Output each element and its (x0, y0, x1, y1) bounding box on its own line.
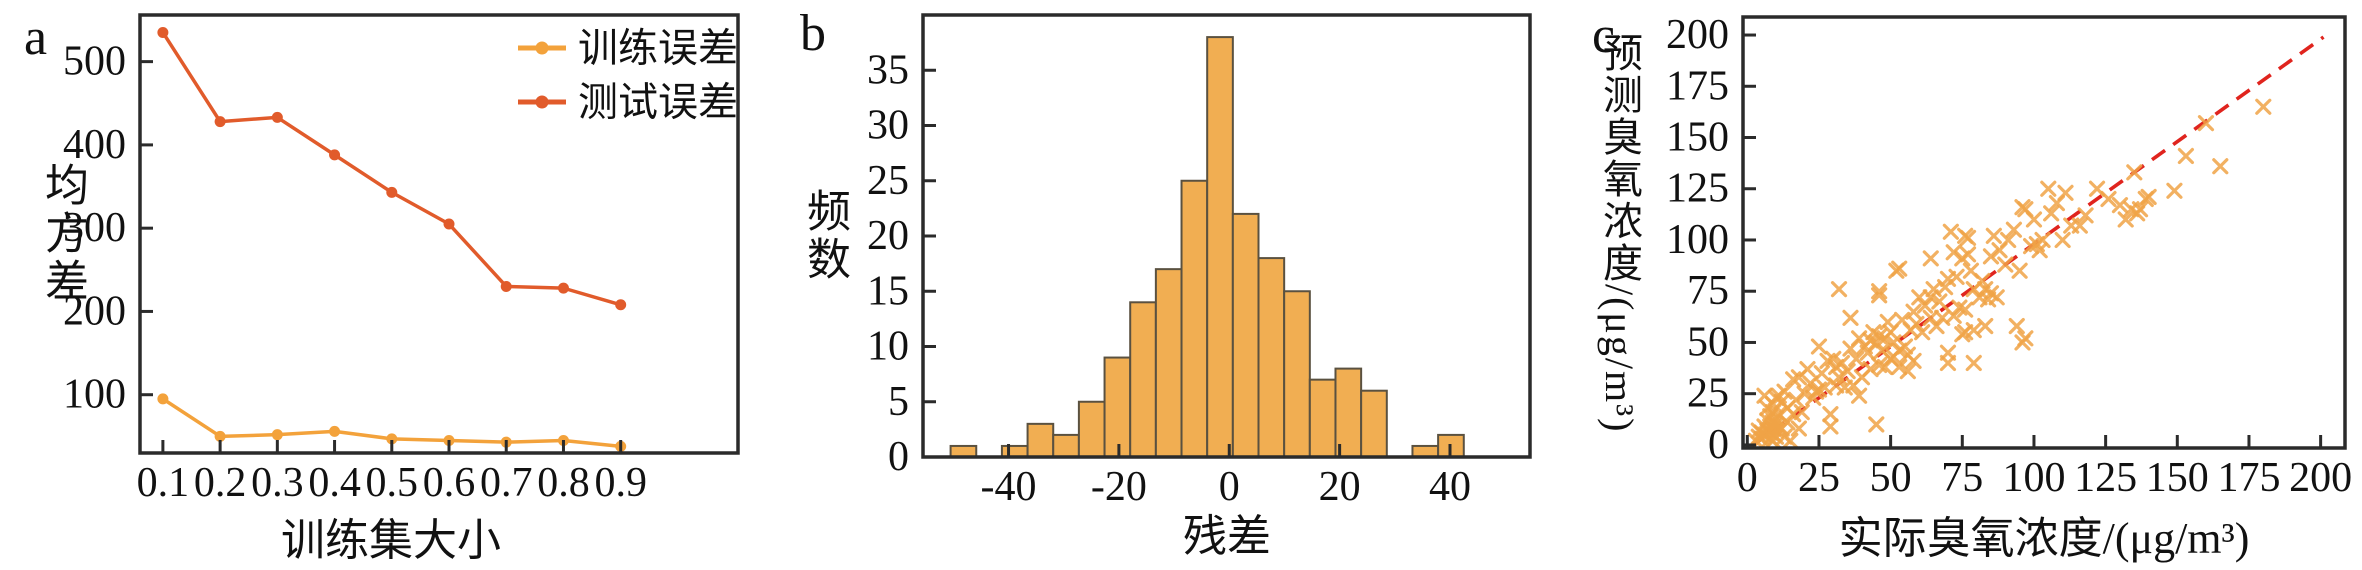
y-axis-label-c: 预测臭氧浓度/(μg/m³) (1597, 31, 1642, 434)
y-tick-label: 500 (63, 39, 126, 85)
y-tick-label: 35 (867, 47, 909, 93)
x-axis-label-b: 残差 (1183, 512, 1271, 561)
y-tick-label: 20 (867, 213, 909, 259)
x-tick-label: 150 (2146, 455, 2209, 501)
y-tick-label: 25 (867, 158, 909, 204)
x-tick-label: 0.3 (251, 460, 304, 506)
panel-letter-b: b (800, 5, 826, 62)
x-tick-label: 0.1 (137, 460, 190, 506)
x-tick-label: 200 (2289, 455, 2352, 501)
x-tick-label: 0.9 (594, 460, 647, 506)
y-axis-label-b: 频数 (800, 188, 849, 284)
y-tick-label: 0 (888, 434, 909, 480)
x-tick-label: 0.2 (194, 460, 247, 506)
x-tick-label: 40 (1429, 464, 1471, 510)
histogram-residuals: -40 -20 0 20 40 0 5 10 15 20 25 30 35 (867, 13, 1532, 510)
legend-label-test-error: 测试误差 (578, 80, 738, 125)
y-tick-label: 125 (1666, 166, 1729, 212)
x-tick-label: -40 (981, 464, 1037, 510)
y-tick-label: 25 (1687, 371, 1729, 417)
x-axis-label-a: 训练集大小 (281, 516, 501, 565)
x-tick-label: 20 (1319, 464, 1361, 510)
y-tick-label: 30 (867, 103, 909, 149)
y-tick-label: 5 (888, 379, 909, 425)
y-tick-label: 10 (867, 324, 909, 370)
y-tick-label: 75 (1687, 268, 1729, 314)
panel-a: a 均方差 训练误差测试误差 0.1 0.2 0.3 0.4 0.5 0.6 0.7 0.8 0.… (0, 0, 790, 570)
y-tick-label: 100 (1666, 217, 1729, 263)
x-tick-label: 175 (2217, 455, 2280, 501)
scatter-predicted-vs-actual-ozone: 0 25 50 75 100 125 150 175 200025507510012515017… (1666, 12, 2352, 501)
x-tick-label: 0.4 (308, 460, 361, 506)
x-tick-label: 100 (2002, 455, 2065, 501)
panel-c: c 预测臭氧浓度/(μg/m³) 0 25 50 75 100 125 150 175 200 0… (1570, 0, 2362, 570)
x-tick-label: 0.6 (423, 460, 476, 506)
panel-b: b 频数 -40 -20 0 20 40 0 5 10 15 20 25 30 35 残差 (790, 0, 1570, 570)
x-tick-label: 50 (1870, 455, 1912, 501)
y-tick-label: 400 (63, 122, 126, 168)
x-tick-label: 0 (1737, 455, 1758, 501)
y-tick-label: 150 (1666, 115, 1729, 161)
panel-letter-a: a (24, 9, 48, 66)
y-tick-label: 100 (63, 372, 126, 418)
x-tick-label: 0.7 (480, 460, 533, 506)
y-tick-label: 50 (1687, 319, 1729, 365)
panel-letter-c: c (1592, 7, 1616, 64)
x-tick-label: 75 (1941, 455, 1983, 501)
x-tick-label: 0.8 (537, 460, 590, 506)
y-tick-label: 200 (63, 288, 126, 334)
x-tick-label: -20 (1091, 464, 1147, 510)
legend-label-train-error: 训练误差 (578, 26, 738, 71)
y-tick-label: 15 (867, 268, 909, 314)
x-axis-label-c: 实际臭氧浓度/(μg/m³) (1838, 514, 2250, 563)
y-axis-label-a: 均方差 (38, 162, 87, 306)
x-tick-label: 125 (2074, 455, 2137, 501)
y-tick-label: 0 (1708, 422, 1729, 468)
x-tick-label: 25 (1798, 455, 1840, 501)
y-tick-label: 175 (1666, 63, 1729, 109)
y-tick-label: 200 (1666, 12, 1729, 58)
y-tick-label: 300 (63, 205, 126, 251)
x-tick-label: 0 (1219, 464, 1240, 510)
x-tick-label: 0.5 (366, 460, 419, 506)
